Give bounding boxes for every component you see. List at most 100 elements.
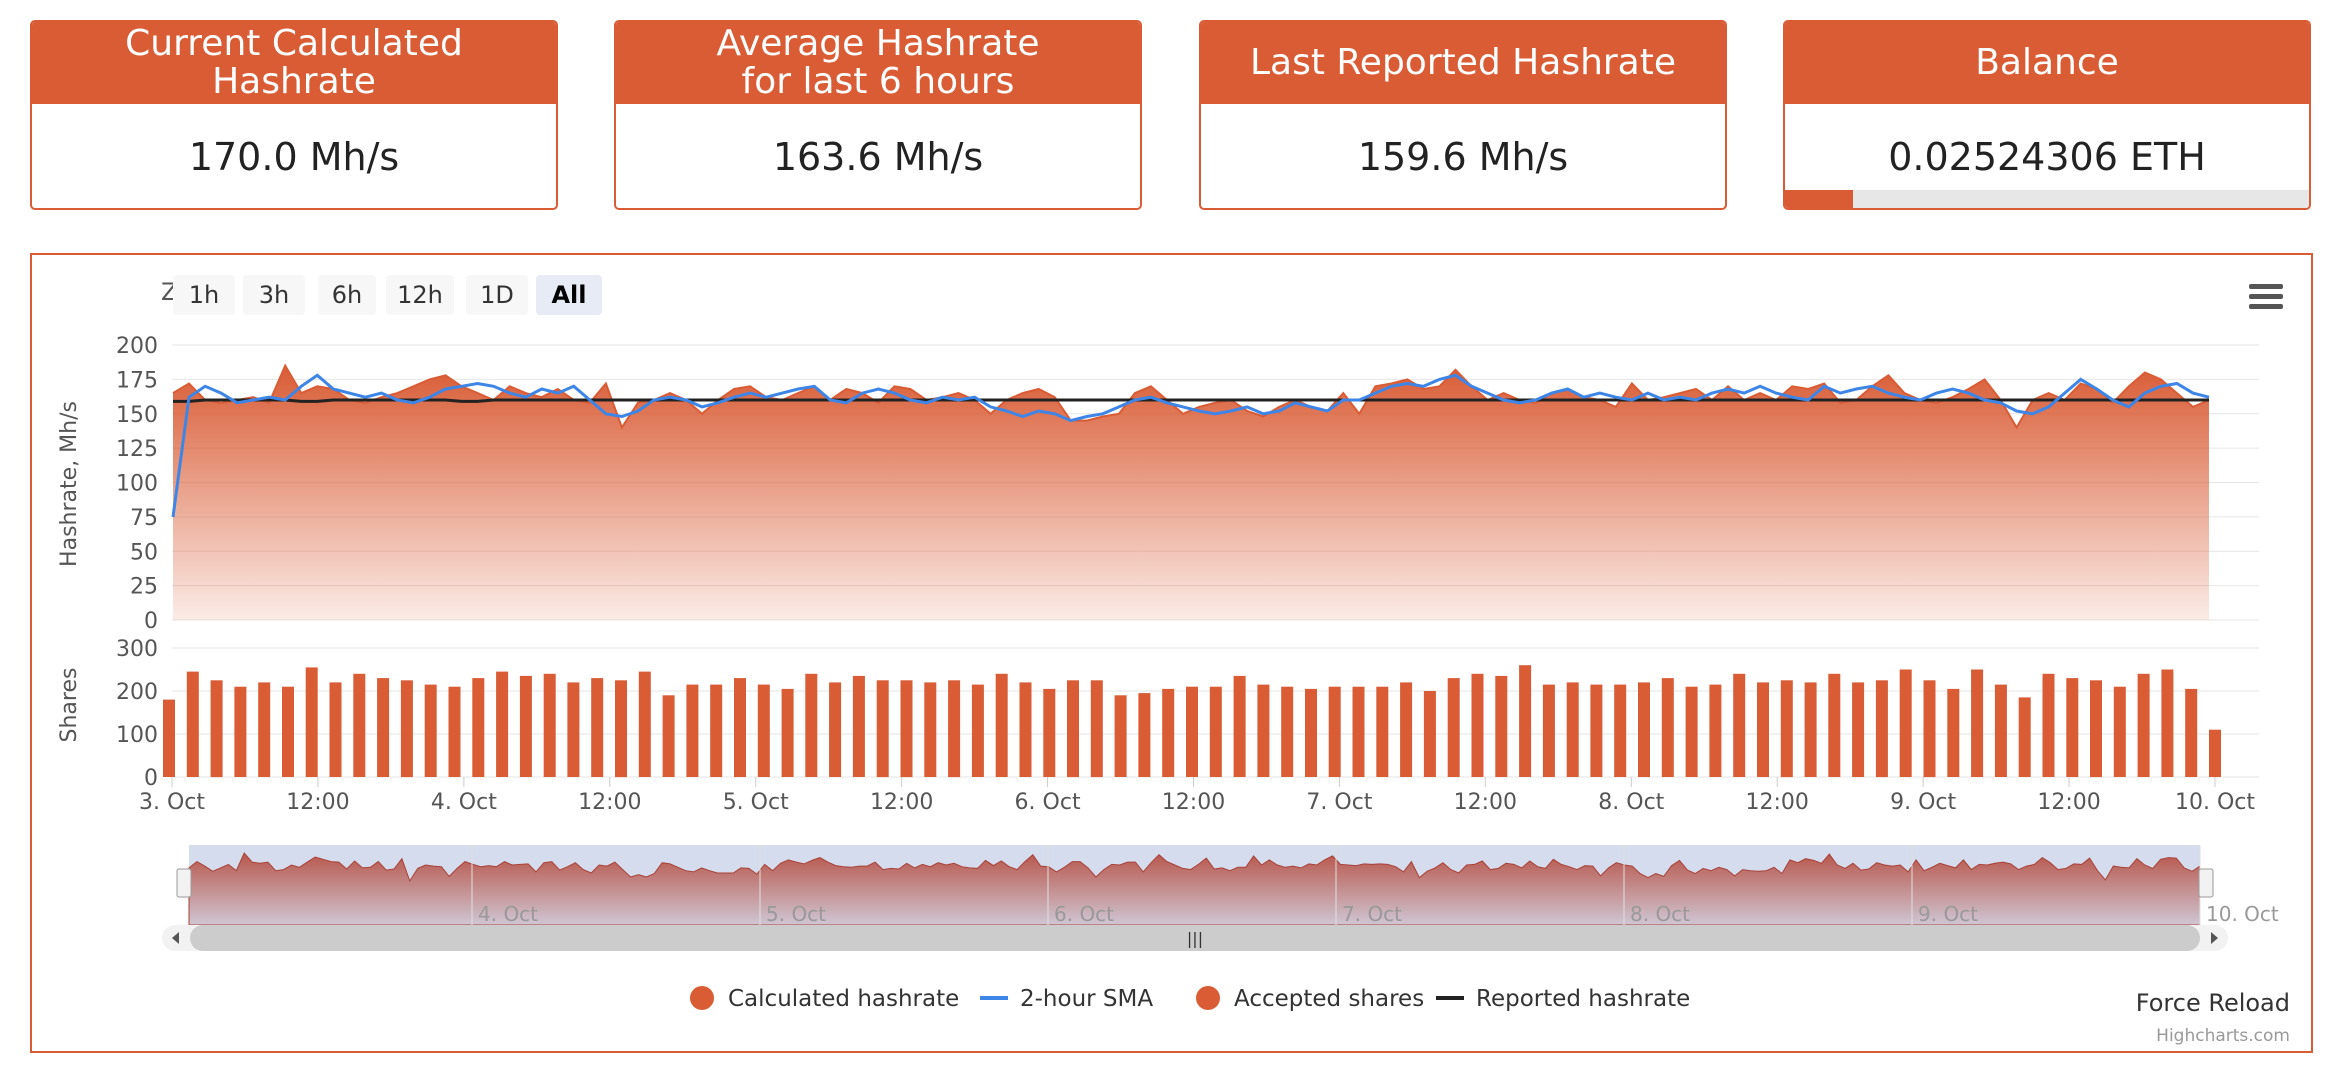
accepted-shares-bar — [1899, 669, 1912, 777]
chart-legend[interactable]: Calculated hashrate 2-hour SMA Accepted sh… — [690, 986, 1690, 1012]
shares-y-tick: 200 — [116, 680, 158, 705]
chart-menu-icon[interactable] — [2249, 284, 2283, 309]
accepted-shares-bar — [876, 680, 889, 778]
card-title: Current Calculated Hashrate — [32, 22, 556, 104]
scroll-right-arrow-icon[interactable] — [2211, 932, 2218, 944]
accepted-shares-bar — [1757, 682, 1769, 777]
x-tick-label: 12:00 — [1746, 790, 1809, 815]
accepted-shares-bar — [615, 680, 627, 778]
sma-hashrate-line — [171, 373, 2210, 518]
zoom-button-6h[interactable]: 6h — [318, 275, 376, 315]
accepted-shares-bar — [1923, 680, 1936, 778]
current-hashrate-card: Current Calculated Hashrate 170.0 Mh/s — [30, 20, 558, 210]
scroll-left-arrow-icon[interactable] — [172, 932, 179, 944]
accepted-shares-bar — [995, 673, 1008, 777]
accepted-shares-bar — [591, 678, 604, 777]
hashrate-y-tick: 125 — [116, 437, 158, 462]
hashrate-y-tick: 200 — [116, 334, 158, 359]
shares-y-tick: 100 — [116, 723, 158, 748]
x-tick-label: 3. Oct — [139, 790, 205, 815]
card-value: 163.6 Mh/s — [772, 135, 984, 179]
accepted-shares-bar — [1947, 688, 1960, 777]
accepted-shares-bar — [258, 682, 271, 777]
shares-y-ticks: 0 100 200 300 — [116, 637, 158, 791]
highcharts-credit[interactable]: Highcharts.com — [2156, 1026, 2290, 1046]
accepted-shares-bar — [234, 686, 247, 777]
accepted-shares-bar — [377, 678, 390, 777]
zoom-button-bg — [318, 275, 376, 315]
x-tick-label: 6. Oct — [1015, 790, 1081, 815]
accepted-shares-bar — [1590, 684, 1603, 777]
zoom-button-bg — [536, 275, 602, 315]
navigator-handle-right[interactable] — [2198, 868, 2214, 898]
accepted-shares-bar — [1733, 673, 1746, 777]
navigator-tick-label: 4. Oct — [478, 902, 538, 926]
navigator[interactable]: 4. Oct 5. Oct 6. Oct 7. Oct 8. Oct 9. Oct 10. … — [162, 845, 2279, 951]
accepted-shares-bar — [305, 667, 318, 777]
accepted-shares-bar — [1162, 688, 1175, 777]
accepted-shares-bar — [210, 680, 223, 778]
hashrate-y-tick: 0 — [144, 609, 158, 634]
accepted-shares-bar — [852, 675, 865, 777]
hashrate-axis-label: Hashrate, Mh/s — [57, 401, 82, 567]
accepted-shares-bar — [448, 686, 461, 777]
card-value: 0.02524306 ETH — [1888, 135, 2206, 179]
hashrate-y-tick: 175 — [116, 368, 158, 393]
navigator-tick-label: 5. Oct — [766, 902, 826, 926]
navigator-tick-label: 7. Oct — [1342, 902, 1402, 926]
zoom-button-1h[interactable]: 1h — [173, 275, 235, 315]
zoom-button-12h[interactable]: 12h — [386, 275, 454, 315]
reported-hashrate-line — [173, 398, 2209, 403]
hashrate-y-tick: 150 — [116, 403, 158, 428]
accepted-shares-bar — [1114, 695, 1127, 777]
accepted-shares-bar — [1019, 682, 1032, 777]
shares-y-tick: 0 — [144, 766, 158, 791]
accepted-shares-bar — [1209, 686, 1222, 777]
accepted-shares-bar — [781, 688, 794, 777]
accepted-shares-bar — [1661, 678, 1674, 777]
legend-label: Calculated hashrate — [728, 986, 959, 1012]
zoom-button-1d[interactable]: 1D — [466, 275, 528, 315]
accepted-shares-bar — [710, 684, 723, 777]
hashrate-plot — [171, 363, 2210, 620]
zoom-button-3h[interactable]: 3h — [243, 275, 305, 315]
legend-label: Reported hashrate — [1476, 986, 1690, 1012]
accepted-shares-bar — [472, 678, 485, 777]
navigator-scrollbar-thumb[interactable] — [190, 925, 2200, 951]
balance-progress-fill — [1785, 190, 1854, 208]
navigator-handle-left[interactable] — [176, 868, 192, 898]
accepted-shares-bar — [1614, 684, 1627, 777]
x-tick-label: 10. Oct — [2175, 790, 2255, 815]
accepted-shares-bar — [2066, 678, 2079, 777]
zoom-button-label: All — [551, 281, 586, 309]
legend-label: Accepted shares — [1234, 986, 1424, 1012]
accepted-shares-bar — [1043, 688, 1056, 777]
legend-item[interactable]: Accepted shares — [1196, 986, 1424, 1012]
legend-label: 2-hour SMA — [1020, 986, 1153, 1012]
accepted-shares-bar — [900, 680, 913, 778]
accepted-shares-bar — [353, 673, 366, 777]
legend-item[interactable]: Calculated hashrate — [690, 986, 959, 1012]
legend-item[interactable]: 2-hour SMA — [980, 986, 1153, 1012]
x-tick-label: 8. Oct — [1598, 790, 1664, 815]
zoom-button-all[interactable]: All — [536, 275, 602, 315]
accepted-shares-bar — [1780, 680, 1793, 778]
accepted-shares-bar — [1067, 680, 1079, 778]
navigator-tick-label: 6. Oct — [1054, 902, 1114, 926]
x-tick-label: 7. Oct — [1306, 790, 1372, 815]
accepted-shares-bar — [1305, 688, 1317, 777]
accepted-shares-bar — [1709, 684, 1722, 777]
x-tick-label: 12:00 — [1454, 790, 1517, 815]
navigator-series — [188, 852, 2201, 926]
accepted-shares-bar — [686, 684, 699, 777]
hashrate-y-ticks: 0 25 50 75 100 125 150 175 200 — [116, 334, 158, 634]
zoom-button-bg — [243, 275, 305, 315]
accepted-shares-bar — [1090, 680, 1103, 778]
x-tick-label: 12:00 — [578, 790, 641, 815]
force-reload-link[interactable]: Force Reload — [2136, 989, 2290, 1017]
accepted-shares-bar — [2209, 729, 2221, 777]
x-tick-label: 12:00 — [2037, 790, 2100, 815]
accepted-shares-bar — [1804, 682, 1817, 777]
legend-item[interactable]: Reported hashrate — [1436, 986, 1690, 1012]
